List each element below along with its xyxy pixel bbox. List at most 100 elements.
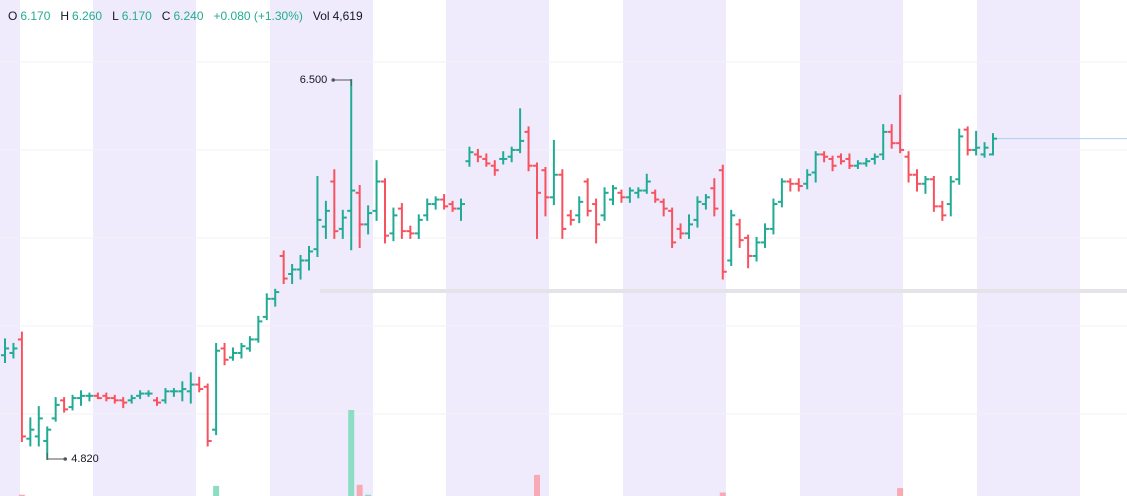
ohlc-bar xyxy=(68,394,77,411)
ohlc-bar xyxy=(507,146,516,163)
ohlc-bar xyxy=(262,293,271,321)
ohlc-bar xyxy=(153,397,161,406)
ohlc-bar xyxy=(17,331,26,442)
ohlc-bar xyxy=(482,153,491,167)
volume-bar xyxy=(719,492,726,496)
ohlc-bar xyxy=(1,338,9,363)
ohlc-bar xyxy=(946,176,955,217)
ohlc-bar xyxy=(93,392,102,400)
volume-bar xyxy=(213,485,220,496)
legend-value: +0.080 (+1.30%) xyxy=(213,9,303,23)
ohlc-bar xyxy=(845,153,854,169)
ohlc-bar xyxy=(220,342,229,366)
ohlc-bar xyxy=(592,198,601,244)
legend-value: 6.170 xyxy=(121,9,152,23)
ohlc-bar xyxy=(786,178,795,192)
ohlc-bar xyxy=(777,178,786,208)
ohlc-bar xyxy=(161,388,170,404)
ohlc-bar xyxy=(794,178,803,192)
min-dot xyxy=(63,457,68,461)
legend-label: L xyxy=(112,9,119,23)
ohlc-bar xyxy=(524,126,533,172)
ohlc-bar xyxy=(26,417,35,447)
ohlc-bar xyxy=(60,397,69,413)
ohlc-bar xyxy=(752,236,761,262)
ohlc-bar xyxy=(254,315,263,343)
min-leader xyxy=(46,453,66,460)
legend-label: H xyxy=(60,9,70,23)
ohlc-bar xyxy=(575,196,584,224)
ohlc-bar xyxy=(676,223,685,239)
ohlc-bar xyxy=(887,124,896,149)
ohlc-bar xyxy=(727,209,736,266)
ohlc-bar xyxy=(862,157,871,167)
ohlc-bar xyxy=(381,178,389,244)
ohlc-bar xyxy=(634,187,643,199)
ohlc-bar xyxy=(448,200,457,212)
ohlc-bar xyxy=(566,209,575,226)
ohlc-legend: O 6.170 H 6.260 L 6.170 C 6.240 +0.080 (+1.30%) V… xyxy=(8,9,373,23)
ohlc-bar xyxy=(85,392,94,402)
ohlc-bar xyxy=(34,406,43,447)
ohlc-bar xyxy=(769,198,778,235)
pane-separator xyxy=(320,289,1127,293)
legend-label: Vol xyxy=(312,9,330,23)
volume-bar xyxy=(365,494,372,496)
legend-value: 6.260 xyxy=(72,9,103,23)
legend-value: 6.240 xyxy=(173,9,204,23)
volume-bar xyxy=(534,474,540,496)
session-bands xyxy=(0,0,1080,496)
legend-value: 4,619 xyxy=(332,9,363,23)
ohlc-bar xyxy=(744,234,753,269)
ohlc-bar xyxy=(51,397,60,422)
ohlc-bar xyxy=(245,336,254,352)
ohlc-bar xyxy=(397,203,406,239)
ohlc-bar xyxy=(617,189,626,203)
ohlc-bar xyxy=(178,381,187,402)
volume-bar xyxy=(356,484,363,496)
ohlc-bar xyxy=(212,342,221,436)
ohlc-bar xyxy=(355,185,364,248)
ohlc-bar xyxy=(820,151,829,163)
legend-label: O xyxy=(8,9,18,23)
ohlc-bar xyxy=(305,245,313,271)
ohlc-bar xyxy=(338,209,347,239)
ohlc-bar xyxy=(853,160,862,169)
ohlc-bar xyxy=(693,196,702,228)
ohlc-bar xyxy=(144,390,153,397)
ohlc-bar xyxy=(651,189,660,203)
ohlc-bar xyxy=(533,162,541,239)
ohlc-bar xyxy=(102,392,111,402)
session-band xyxy=(977,0,1080,496)
ohlc-bar xyxy=(119,397,128,409)
ohlc-bar xyxy=(921,176,930,194)
session-band xyxy=(446,0,549,496)
ohlc-bar xyxy=(229,347,237,361)
session-band xyxy=(270,0,373,496)
ohlc-bar xyxy=(431,196,440,210)
ohlc-bar xyxy=(541,166,550,217)
ohlc-bar xyxy=(186,372,195,404)
legend-label: C xyxy=(161,9,171,23)
ohlc-bar xyxy=(423,198,432,221)
ohlc-bar xyxy=(77,390,85,406)
ohlc-bar xyxy=(9,342,18,359)
ohlc-bar xyxy=(980,142,989,158)
ohlc-bar xyxy=(955,128,964,185)
legend-value: 6.170 xyxy=(20,9,51,23)
ohlc-bar xyxy=(913,169,921,192)
ohlc-bar xyxy=(169,388,178,397)
ohlc-bar xyxy=(837,153,845,165)
ohlc-bar xyxy=(203,383,212,447)
ohlc-bar xyxy=(364,205,373,235)
min-label: 4.820 xyxy=(71,453,99,465)
ohlc-bar xyxy=(879,124,888,160)
ohlc-bar xyxy=(989,133,997,156)
ohlc-bar xyxy=(271,288,280,307)
max-label: 6.500 xyxy=(300,74,328,86)
ohlc-bar xyxy=(516,108,525,154)
ohlc-bar xyxy=(685,214,693,239)
ohlc-bar xyxy=(904,151,913,183)
